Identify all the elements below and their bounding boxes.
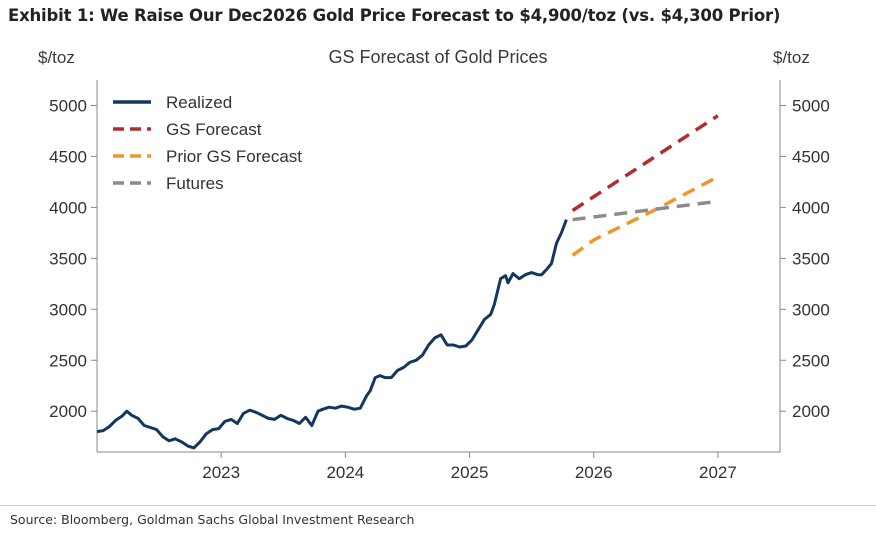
exhibit-title: Exhibit 1: We Raise Our Dec2026 Gold Pri… (8, 6, 781, 25)
series-layer (96, 114, 719, 450)
y-tick-label-right: 3000 (792, 300, 830, 319)
series-line-futures (572, 199, 719, 222)
y-tick-label-left: 3500 (49, 249, 87, 268)
y-tick-label-right: 4000 (792, 198, 830, 217)
legend-label-prior-gs-forecast: Prior GS Forecast (166, 147, 302, 166)
axes: 2000 2000 2500 2500 3000 3000 3500 3500 4000 4000… (49, 80, 830, 482)
y-tick-label-right: 2000 (792, 402, 830, 421)
chart-title: GS Forecast of Gold Prices (328, 47, 547, 67)
x-tick-label: 2026 (575, 463, 613, 482)
legend-label-realized: Realized (166, 93, 232, 112)
y-axis-label-left: $/toz (38, 48, 75, 67)
legend-label-gs-forecast: GS Forecast (166, 120, 262, 139)
series-line-gs-forecast (571, 114, 719, 212)
y-axis-label-right: $/toz (773, 48, 810, 67)
series-line-realized (96, 219, 568, 450)
y-tick-label-left: 4000 (49, 198, 87, 217)
y-tick-label-right: 3500 (792, 249, 830, 268)
source-note: Source: Bloomberg, Goldman Sachs Global … (10, 512, 415, 527)
y-tick-label-left: 2000 (49, 402, 87, 421)
y-tick-label-right: 2500 (792, 351, 830, 370)
series-line-prior-gs-forecast (571, 175, 719, 257)
x-tick-label: 2027 (699, 463, 737, 482)
y-tick-label-left: 3000 (49, 300, 87, 319)
y-tick-label-right: 4500 (792, 147, 830, 166)
y-tick-label-left: 4500 (49, 147, 87, 166)
x-tick-label: 2023 (202, 463, 240, 482)
gold-price-chart: GS Forecast of Gold Prices $/toz $/toz 2… (38, 47, 830, 482)
x-tick-label: 2025 (451, 463, 489, 482)
divider (0, 505, 876, 506)
y-tick-label-left: 5000 (49, 96, 87, 115)
legend-label-futures: Futures (166, 174, 224, 193)
y-tick-label-right: 5000 (792, 96, 830, 115)
legend: Realized GS Forecast Prior GS Forecast Futu… (113, 93, 302, 193)
x-tick-label: 2024 (326, 463, 364, 482)
y-tick-label-left: 2500 (49, 351, 87, 370)
